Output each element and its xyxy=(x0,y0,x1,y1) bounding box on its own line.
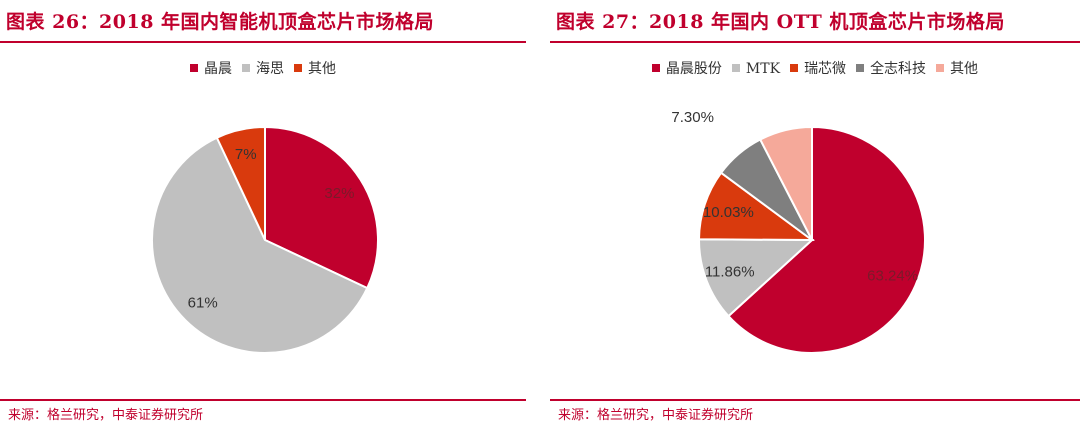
chart-title-right: 图表 27：2018 年国内 OTT 机顶盒芯片市场格局 xyxy=(556,11,1005,33)
legend-item-right-4: 其他 xyxy=(936,58,978,78)
data-label-left-0: 32% xyxy=(324,185,354,202)
legend-right: 晶晨股份 MTK 瑞芯微 全志科技 其他 xyxy=(550,58,1080,78)
legend-label: MTK xyxy=(745,61,781,77)
legend-swatch xyxy=(242,64,250,72)
legend-label: 其他 xyxy=(308,61,336,77)
data-label-left-2: 7% xyxy=(235,146,257,163)
legend-swatch xyxy=(294,64,302,72)
legend-item-right-2: 瑞芯微 xyxy=(790,58,846,78)
legend-item-right-0: 晶晨股份 xyxy=(651,58,722,78)
legend-label: 其他 xyxy=(950,61,979,77)
data-label-right-0: 63.24% xyxy=(867,268,918,285)
pie-slice-left-0 xyxy=(264,125,379,290)
pie-chart-left: 32% 61% 7% xyxy=(151,125,379,354)
legend-label: 晶晨股份 xyxy=(665,61,722,77)
pie-slice-right-1 xyxy=(698,238,815,318)
legend-item-left-0: 晶晨 xyxy=(190,58,232,78)
source-divider-right xyxy=(550,399,1080,401)
legend-left: 晶晨 海思 其他 xyxy=(0,58,526,78)
pie-slice-left-1 xyxy=(151,136,369,354)
title-divider-right xyxy=(550,41,1080,43)
legend-swatch xyxy=(856,64,865,72)
legend-swatch xyxy=(790,64,799,72)
legend-swatch xyxy=(651,64,660,72)
pie-slice-right-4 xyxy=(758,125,813,241)
chart-title-left: 图表 26：2018 年国内智能机顶盒芯片市场格局 xyxy=(6,11,435,33)
legend-item-right-3: 全志科技 xyxy=(856,58,926,78)
chart-panel-left: 图表 26：2018 年国内智能机顶盒芯片市场格局 晶晨 海思 其他 32% 61% 7… xyxy=(0,0,526,427)
legend-swatch xyxy=(190,64,198,72)
source-note-left: 来源：格兰研究，中泰证券研究所 xyxy=(8,408,204,423)
pie-slice-right-0 xyxy=(727,125,926,354)
pie-chart-right: 63.24% 11.86% 10.03% 7.30% 7.57% xyxy=(671,90,926,354)
legend-label: 瑞芯微 xyxy=(804,61,847,77)
legend-item-right-1: MTK xyxy=(731,61,781,77)
legend-item-left-1: 海思 xyxy=(242,58,284,78)
data-label-right-2: 10.03% xyxy=(703,204,754,221)
legend-item-left-2: 其他 xyxy=(294,58,336,78)
chart-panel-right: 图表 27：2018 年国内 OTT 机顶盒芯片市场格局 晶晨股份 MTK 瑞芯微 全… xyxy=(550,0,1080,427)
data-label-right-3: 7.30% xyxy=(671,109,714,126)
legend-swatch xyxy=(936,64,945,72)
data-label-right-4: 7.57% xyxy=(758,90,801,93)
pie-slice-right-2 xyxy=(697,171,816,242)
legend-swatch xyxy=(731,64,740,72)
source-note-right: 来源：格兰研究，中泰证券研究所 xyxy=(558,408,754,423)
legend-label: 晶晨 xyxy=(204,61,232,77)
source-divider-left xyxy=(0,399,526,401)
title-divider-left xyxy=(0,41,526,43)
data-label-left-1: 61% xyxy=(188,294,218,311)
legend-label: 全志科技 xyxy=(870,61,927,77)
legend-label: 海思 xyxy=(256,61,284,77)
pie-slice-left-2 xyxy=(215,125,266,241)
data-label-right-1: 11.86% xyxy=(705,264,755,281)
